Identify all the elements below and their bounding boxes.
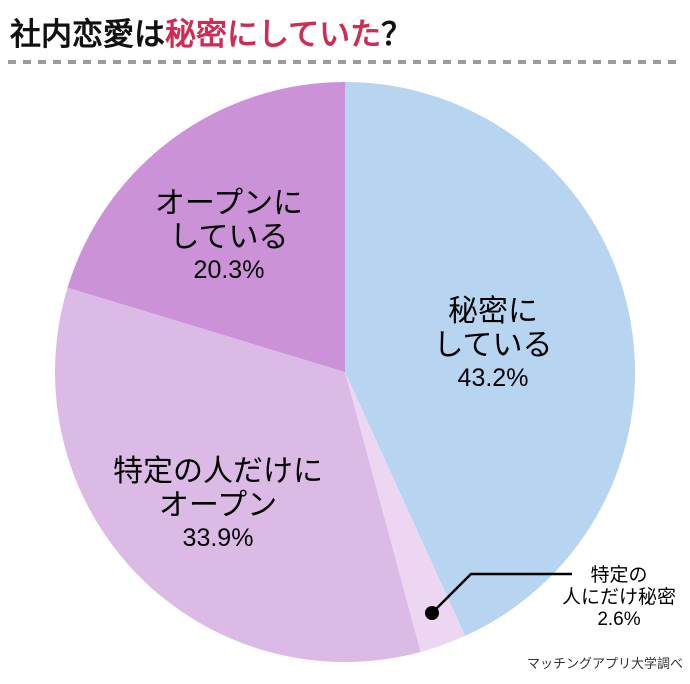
page-title: 社内恋愛は秘密にしていた？ <box>10 9 412 54</box>
source-credit: マッチングアプリ大学調べ <box>526 656 683 671</box>
pie-slices-group <box>54 82 635 662</box>
slice-label-line: オープン <box>158 489 278 522</box>
title-black-suffix: ？ <box>381 17 413 52</box>
leader-line <box>431 572 572 614</box>
pie-slice-3 <box>67 82 346 372</box>
pie-slice-0 <box>345 82 635 636</box>
title-red-text: 秘密にしていた <box>165 17 382 52</box>
pie-slice-1 <box>345 372 466 652</box>
slice-label-line: 特定の <box>590 565 648 586</box>
slice-label-secret-from-some: 特定の 人にだけ秘密 2.6% <box>562 565 676 631</box>
slice-pct: 2.6% <box>597 609 641 630</box>
slice-pct: 33.9% <box>182 524 254 552</box>
dashed-divider <box>8 60 682 64</box>
slice-pct: 20.3% <box>193 256 265 284</box>
slice-pct: 43.2% <box>457 364 529 392</box>
slice-label-line: している <box>433 329 553 362</box>
slice-label-open: オープンに している 20.3% <box>155 187 303 285</box>
slice-label-line: 特定の人だけに <box>113 455 323 488</box>
slice-label-line: 秘密に <box>447 295 538 328</box>
slice-label-line: している <box>169 221 289 254</box>
slice-label-secret: 秘密に している 43.2% <box>433 295 552 393</box>
slice-label-line: オープンに <box>154 187 304 220</box>
pie-slice-2 <box>54 287 421 662</box>
leader-line-dot <box>425 606 439 620</box>
slice-label-line: 人にだけ秘密 <box>561 587 677 608</box>
slice-label-open-to-some: 特定の人だけに オープン 33.9% <box>113 455 323 553</box>
title-black-prefix: 社内恋愛は <box>10 17 165 52</box>
